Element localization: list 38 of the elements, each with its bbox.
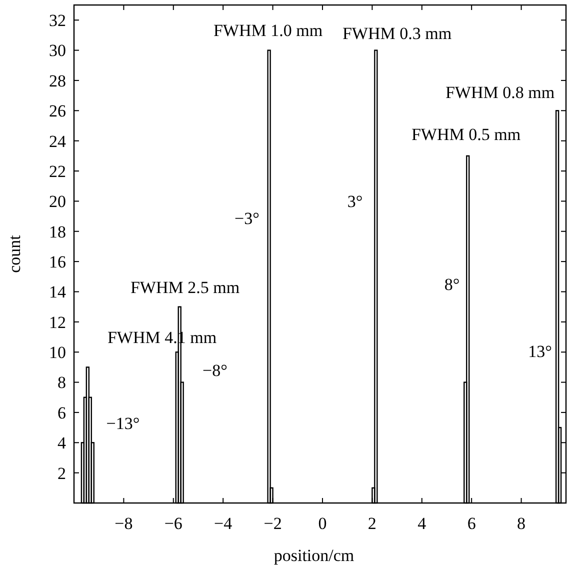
y-tick-label: 12 [49,312,66,332]
x-tick-label: 8 [517,514,526,533]
y-tick-label: 8 [58,373,66,392]
annotation: FWHM 0.8 mm [445,82,555,102]
annotation: 13° [528,342,552,361]
annotation: 8° [444,274,460,294]
x-tick-label: −2 [264,514,282,533]
y-tick-label: 16 [49,252,66,272]
annotation: FWHM 1.0 mm [213,20,323,40]
x-tick-label: −6 [164,514,182,533]
x-axis-title: position/cm [274,546,354,565]
x-tick-label: 4 [418,514,427,533]
y-tick-label: 20 [49,192,66,212]
x-tick-label: −8 [114,514,133,533]
y-axis-title: count [5,234,24,273]
x-tick-label: 0 [318,514,327,533]
y-tick-label: 10 [49,343,66,362]
y-tick-label: 14 [49,282,66,302]
annotation: −3° [234,208,260,228]
annotation: FWHM 0.3 mm [342,24,452,43]
y-tick-label: 32 [49,11,66,30]
y-tick-label: 26 [49,102,66,121]
x-tick-label: −4 [214,514,233,533]
y-tick-label: 22 [49,162,66,181]
y-tick-label: 18 [49,222,66,242]
annotation: 3° [347,192,363,211]
annotation: FWHM 0.5 mm [411,124,521,144]
y-tick-label: 24 [49,132,66,151]
x-tick-label: 6 [467,514,476,533]
y-tick-label: 4 [58,434,66,453]
y-tick-label: 2 [58,464,66,483]
y-tick-label: 30 [49,41,66,60]
y-tick-label: 28 [49,71,66,90]
annotation: FWHM 2.5 mm [130,278,240,297]
annotation: −8° [202,360,228,380]
annotation: −13° [106,414,140,433]
x-tick-label: 2 [368,514,376,533]
y-tick-label: 6 [58,403,66,422]
